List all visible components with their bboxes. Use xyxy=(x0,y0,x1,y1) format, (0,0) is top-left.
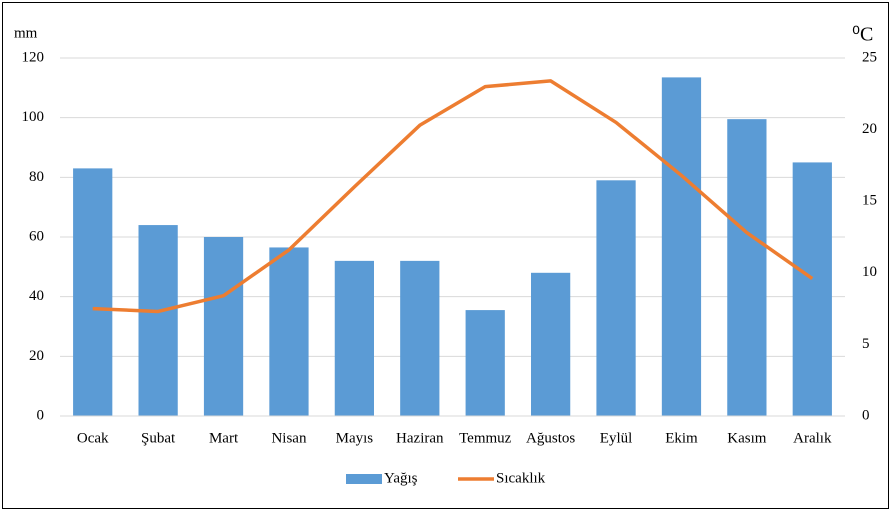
x-tick-label: Mayıs xyxy=(336,430,374,446)
x-tick-label: Nisan xyxy=(271,430,306,446)
y-axis-label: mm xyxy=(14,25,38,41)
y2-tick-label: 15 xyxy=(862,193,877,209)
y-tick-label: 40 xyxy=(29,288,44,304)
y-tick-label: 120 xyxy=(22,49,45,65)
bar xyxy=(727,119,767,417)
x-tick-label: Ocak xyxy=(77,430,109,446)
bar xyxy=(465,310,505,416)
y-tick-label: 0 xyxy=(37,407,45,423)
y2-tick-label: 0 xyxy=(862,407,870,423)
bar xyxy=(792,162,832,416)
y-tick-label: 100 xyxy=(22,109,45,125)
legend-label: Sıcaklık xyxy=(496,470,546,486)
x-tick-label: Aralık xyxy=(793,430,832,446)
legend-label: Yağış xyxy=(384,470,418,486)
x-tick-label: Ekim xyxy=(665,430,698,446)
y2-axis-label: ⁰C xyxy=(852,24,873,46)
y2-tick-label: 20 xyxy=(862,121,877,137)
line xyxy=(92,79,814,314)
y2-tick-label: 10 xyxy=(862,264,877,280)
x-tick-label: Ağustos xyxy=(526,430,575,446)
y2-tick-label: 5 xyxy=(862,336,870,352)
bar xyxy=(661,77,702,417)
bar xyxy=(203,237,244,416)
bar xyxy=(531,272,571,416)
x-tick-label: Kasım xyxy=(727,430,766,446)
bar xyxy=(596,180,636,416)
legend-swatch xyxy=(346,474,382,484)
x-tick-label: Mart xyxy=(209,430,239,446)
y-tick-label: 80 xyxy=(29,169,44,185)
bar xyxy=(400,260,440,416)
x-tick-label: Eylül xyxy=(600,430,633,446)
x-tick-label: Şubat xyxy=(141,430,176,446)
bar xyxy=(73,168,113,416)
x-tick-label: Temmuz xyxy=(459,430,512,446)
x-tick-label: Haziran xyxy=(396,430,444,446)
bar xyxy=(138,225,178,416)
bar xyxy=(269,247,309,416)
y2-tick-label: 25 xyxy=(862,49,877,65)
y-tick-label: 60 xyxy=(29,228,44,244)
bar xyxy=(334,260,374,416)
y-tick-label: 20 xyxy=(29,348,44,364)
